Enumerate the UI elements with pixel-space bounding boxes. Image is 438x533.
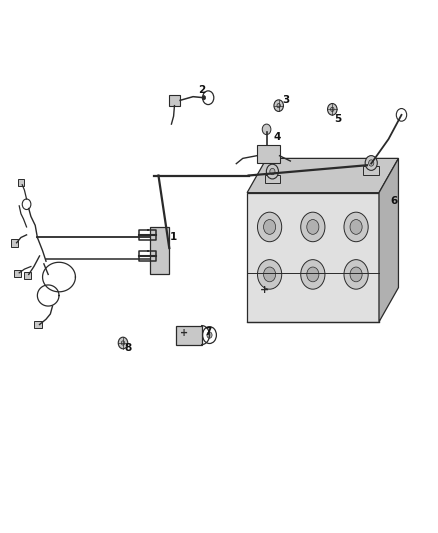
Circle shape bbox=[277, 103, 280, 108]
Polygon shape bbox=[34, 321, 42, 328]
Circle shape bbox=[344, 212, 368, 241]
Circle shape bbox=[264, 267, 276, 282]
Circle shape bbox=[121, 341, 125, 345]
Polygon shape bbox=[14, 270, 21, 277]
Circle shape bbox=[270, 168, 275, 175]
Text: +: + bbox=[260, 285, 269, 295]
Circle shape bbox=[301, 260, 325, 289]
Circle shape bbox=[369, 160, 374, 166]
Polygon shape bbox=[247, 158, 399, 192]
Polygon shape bbox=[18, 180, 24, 187]
Circle shape bbox=[264, 220, 276, 235]
Polygon shape bbox=[247, 192, 379, 322]
Circle shape bbox=[350, 267, 362, 282]
Polygon shape bbox=[379, 158, 399, 322]
Circle shape bbox=[202, 95, 205, 100]
Text: 1: 1 bbox=[170, 232, 177, 243]
Text: 6: 6 bbox=[391, 196, 398, 206]
Text: 3: 3 bbox=[283, 95, 290, 106]
Circle shape bbox=[307, 220, 319, 235]
Polygon shape bbox=[169, 95, 180, 106]
Circle shape bbox=[274, 100, 283, 111]
Circle shape bbox=[258, 212, 282, 241]
Polygon shape bbox=[257, 145, 279, 163]
Circle shape bbox=[301, 212, 325, 241]
Polygon shape bbox=[176, 326, 202, 344]
Text: 2: 2 bbox=[198, 85, 205, 95]
Circle shape bbox=[307, 267, 319, 282]
Text: +: + bbox=[180, 328, 188, 338]
Circle shape bbox=[331, 107, 334, 111]
Circle shape bbox=[266, 164, 279, 179]
Polygon shape bbox=[11, 239, 18, 247]
Text: 8: 8 bbox=[124, 343, 132, 353]
Polygon shape bbox=[364, 166, 379, 175]
Circle shape bbox=[350, 220, 362, 235]
Circle shape bbox=[365, 156, 377, 171]
Text: 4: 4 bbox=[274, 132, 281, 142]
Polygon shape bbox=[265, 175, 280, 183]
Circle shape bbox=[344, 260, 368, 289]
Polygon shape bbox=[24, 272, 31, 279]
Circle shape bbox=[262, 124, 271, 135]
Polygon shape bbox=[150, 227, 169, 274]
Circle shape bbox=[118, 337, 128, 349]
Circle shape bbox=[328, 103, 337, 115]
Circle shape bbox=[258, 260, 282, 289]
Circle shape bbox=[207, 332, 212, 338]
Text: 5: 5 bbox=[334, 114, 342, 124]
Text: 7: 7 bbox=[205, 327, 212, 337]
